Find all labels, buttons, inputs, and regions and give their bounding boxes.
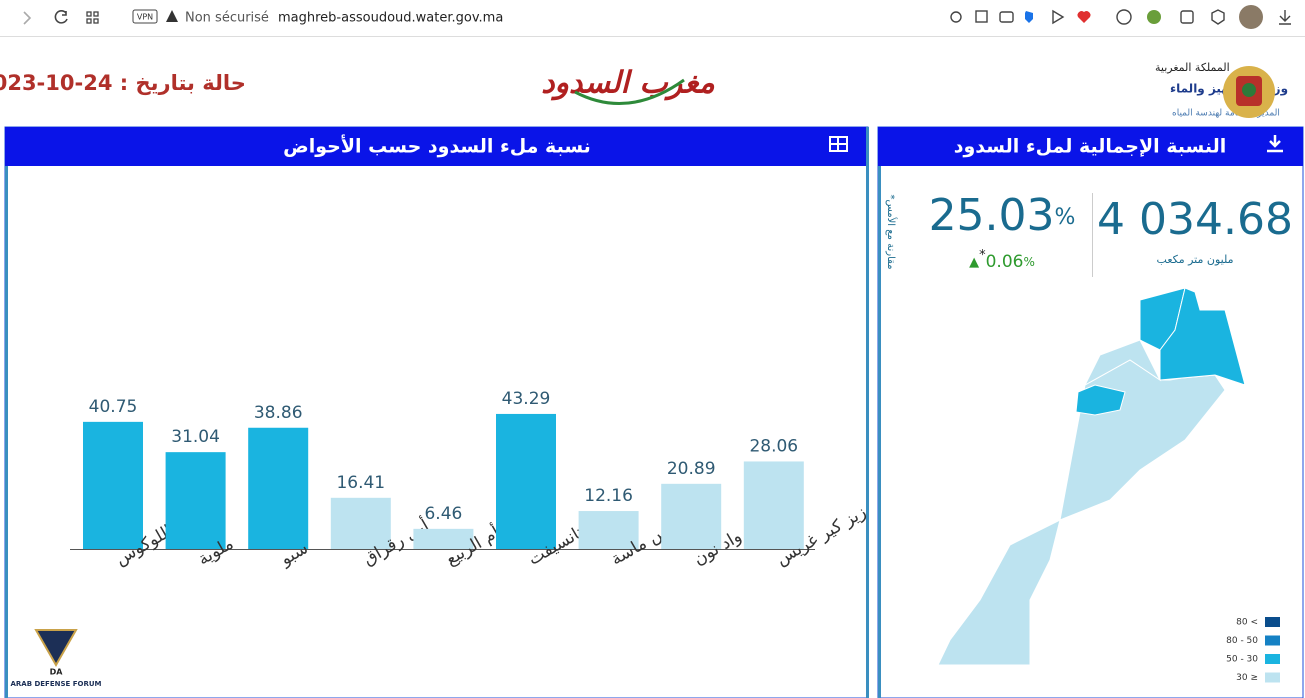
value-label: 38.86: [254, 403, 303, 423]
change-unit: %: [1023, 255, 1034, 269]
bar: [578, 511, 639, 549]
security-label[interactable]: Non sécurisé: [185, 11, 269, 26]
directorate: المديرية العامة لهندسة المياه: [1172, 109, 1280, 119]
bar: [248, 427, 309, 549]
legend-swatch: [1265, 672, 1280, 683]
legend-swatch: [1265, 635, 1280, 646]
legend-label: 80 - 50: [1226, 636, 1258, 646]
total-volume: 4 034.68: [1097, 194, 1293, 245]
value-label: 6.46: [424, 504, 462, 524]
back-button[interactable]: [23, 11, 32, 25]
url[interactable]: maghreb-assoudoud.water.gov.ma: [278, 11, 503, 26]
vpn-label: VPN: [137, 13, 153, 22]
value-label: 43.29: [502, 389, 551, 409]
value-label: 28.06: [749, 436, 798, 456]
bar: [413, 528, 474, 549]
legend-label: 30 ≥: [1236, 673, 1258, 683]
browser-icons: [950, 9, 1291, 25]
daily-change: ▲*0.06%: [969, 248, 1035, 273]
value-label: 12.16: [584, 486, 633, 506]
extension-icon[interactable]: [1147, 10, 1161, 24]
legend-swatch: [1265, 617, 1280, 627]
watermark: DA ARAB DEFENSE FORUM: [10, 629, 102, 688]
warning-icon: [166, 10, 178, 22]
logo: مغرب السدود: [541, 66, 715, 101]
shield-icon[interactable]: [1025, 11, 1033, 23]
comparison-note: مقارنة مع الأمس*: [885, 194, 898, 269]
legend-swatch: [1265, 654, 1280, 664]
profile-avatar[interactable]: [1239, 5, 1263, 29]
bar: [330, 497, 391, 549]
basin-panel-header: [5, 127, 868, 166]
value-label: 40.75: [89, 397, 138, 417]
summary-panel-header: [878, 127, 1303, 166]
bar: [743, 461, 804, 549]
download-button[interactable]: [1267, 135, 1283, 153]
bar: [83, 421, 143, 549]
panel-edge: [878, 166, 881, 698]
kingdom: المملكة المغربية: [1155, 61, 1230, 74]
favorite-icon[interactable]: [1077, 11, 1091, 23]
fill-rate-unit: %: [1055, 205, 1076, 230]
total-unit: مليون متر مكعب: [1157, 253, 1234, 266]
legend-label: 50 - 30: [1226, 655, 1258, 665]
summary-title: النسبة الإجمالية لملء السدود: [954, 136, 1227, 158]
watermark-mark: DA: [50, 668, 64, 677]
value-label: 31.04: [171, 427, 220, 447]
change-arrow: ▲: [969, 255, 979, 270]
fill-rate: 25.03%: [929, 190, 1076, 241]
change-marker: *: [979, 248, 986, 263]
value-label: 20.89: [667, 459, 716, 479]
value-label: 16.41: [336, 473, 385, 493]
fill-rate-value: 25.03: [929, 190, 1055, 241]
basin-map: [937, 287, 1246, 666]
reload-button[interactable]: [54, 10, 68, 24]
change-value: 0.06: [986, 252, 1024, 272]
legend: 80 < 80 - 50 50 - 30 30 ≥: [1226, 617, 1280, 683]
coat-of-arms: [1223, 66, 1275, 118]
tabs-button[interactable]: [86, 11, 99, 24]
watermark-name: ARAB DEFENSE FORUM: [10, 680, 101, 688]
vpn-badge[interactable]: [132, 9, 158, 24]
logo-swoosh: [574, 78, 685, 106]
legend-label: 80 <: [1236, 618, 1258, 628]
bar: [661, 483, 722, 549]
bar: [165, 452, 226, 549]
panel-edge: [5, 166, 8, 698]
bar: [496, 413, 556, 549]
chart-title: نسبة ملء السدود حسب الأحواض: [283, 135, 591, 158]
date: حالة بتاريخ : 24-10-2023: [0, 71, 246, 95]
panel-edge: [866, 127, 869, 698]
table-view-button[interactable]: [829, 136, 848, 152]
